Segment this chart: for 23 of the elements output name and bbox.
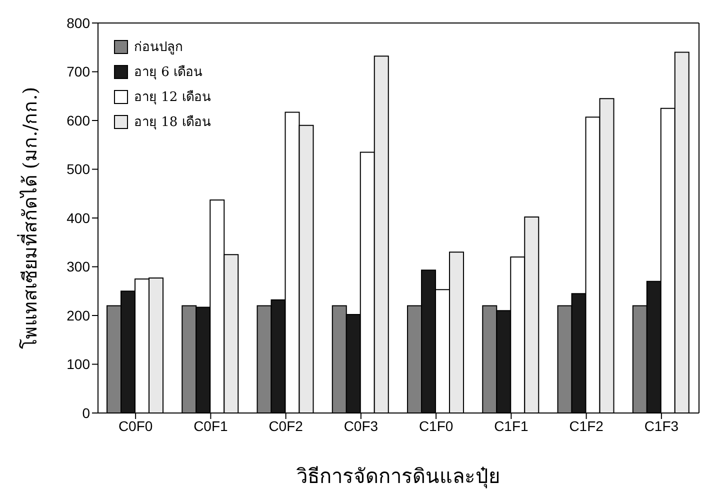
legend-label: อายุ 18 เดือน (134, 114, 211, 132)
x-tick-label: C1F3 (644, 418, 679, 434)
y-tick-label: 600 (66, 112, 90, 128)
x-tick-label: C1F2 (569, 418, 604, 434)
x-tick-label: C0F0 (118, 418, 153, 434)
y-tick-label: 700 (66, 64, 90, 80)
y-tick-label: 200 (66, 307, 90, 324)
y-tick-label: 500 (66, 161, 90, 178)
x-tick-label: C0F3 (344, 418, 378, 434)
y-axis-title: โพแทสเซียมที่สกัดได้ (มก./กก.) (16, 86, 42, 350)
legend-label: อายุ 6 เดือน (134, 64, 203, 82)
y-tick-label: 300 (66, 258, 90, 275)
y-tick-label: 0 (82, 404, 90, 421)
legend-label: ก่อนปลูก (134, 39, 183, 57)
x-tick-label: C0F1 (194, 418, 228, 434)
x-tick-label: C1F0 (418, 418, 454, 434)
y-tick-label: 800 (66, 14, 90, 31)
y-tick-label: 400 (66, 210, 90, 226)
y-tick-label: 100 (66, 356, 90, 372)
x-tick-label: C0F2 (268, 418, 304, 434)
x-axis-title: วิธีการจัดการดินและปุ๋ย (296, 464, 500, 489)
x-tick-label: C1F1 (494, 418, 529, 434)
legend-label: อายุ 12 เดือน (134, 89, 211, 107)
